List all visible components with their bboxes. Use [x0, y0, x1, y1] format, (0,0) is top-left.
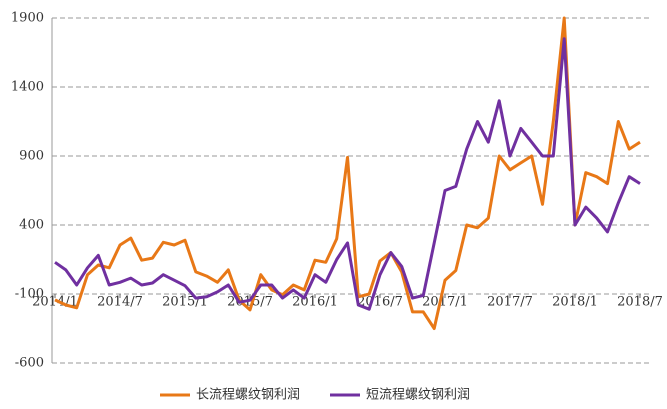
- x-tick-label: 2018/7: [617, 295, 663, 310]
- y-tick-label: 400: [19, 218, 44, 233]
- x-tick-label: 2016/7: [357, 295, 403, 310]
- y-tick-label: -600: [15, 356, 44, 371]
- legend-label: 长流程螺纹钢利润: [196, 388, 300, 403]
- series-line: [54, 16, 641, 330]
- x-tick-label: 2018/1: [552, 295, 598, 310]
- y-tick-label: 1400: [11, 80, 44, 95]
- x-tick-label: 2017/7: [487, 295, 533, 310]
- legend-label: 短流程螺纹钢利润: [366, 388, 470, 403]
- y-tick-label: 1900: [11, 11, 44, 26]
- x-tick-label: 2016/1: [292, 295, 338, 310]
- x-tick-label: 2014/7: [97, 295, 143, 310]
- y-tick-label: 900: [19, 149, 44, 164]
- series-line: [54, 37, 641, 311]
- y-tick-label: -100: [15, 287, 44, 302]
- x-tick-label: 2017/1: [422, 295, 468, 310]
